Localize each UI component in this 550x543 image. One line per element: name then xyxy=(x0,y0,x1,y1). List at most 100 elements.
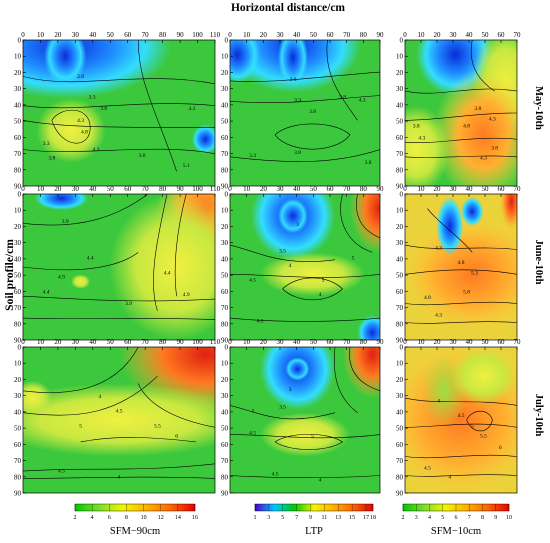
colorbar-tick-label: 11 xyxy=(322,515,328,521)
contour-label: 4.9 xyxy=(58,275,65,281)
contour-label: 4.8 xyxy=(458,260,465,266)
heatmap-region xyxy=(109,194,215,340)
x-tick-label: 0 xyxy=(228,31,232,39)
heatmap-region xyxy=(260,252,365,297)
heatmap-region xyxy=(350,194,380,253)
contour-line xyxy=(230,274,380,278)
contour-label: 3.3 xyxy=(89,94,96,100)
x-tick-label: 60 xyxy=(327,185,335,193)
y-tick-label: 40 xyxy=(221,255,229,263)
x-tick-label: 20 xyxy=(434,338,442,346)
contour-label: 3.8 xyxy=(309,109,316,115)
x-tick-label: 0 xyxy=(228,338,232,346)
colorbar-tick-label: 13 xyxy=(335,515,341,521)
x-tick-label: 40 xyxy=(293,185,301,193)
colorbar-tick-label: 16 xyxy=(192,515,198,521)
contour-label: 4.5 xyxy=(249,278,256,284)
contour-line xyxy=(23,295,215,302)
x-tick-label: 80 xyxy=(159,31,167,39)
x-tick-label: 80 xyxy=(360,338,368,346)
y-tick-label: 20 xyxy=(221,69,229,77)
x-tick-label: 90 xyxy=(377,31,385,39)
y-tick-label: 10 xyxy=(221,207,229,215)
y-tick-label: 40 xyxy=(14,255,22,263)
colorbar-tick-label: 6 xyxy=(455,515,458,521)
x-tick-label: 60 xyxy=(124,338,132,346)
panel-ltp-july: 33.544.5 54.540 10 20 30 40 50 60 70 80 9001020304… xyxy=(221,338,384,498)
x-tick-label: 50 xyxy=(482,185,490,193)
contour-label: 3 xyxy=(296,222,299,228)
contour-label: 5 xyxy=(311,434,314,440)
contour-label: 5.5 xyxy=(154,423,161,429)
x-tick-label: 20 xyxy=(54,31,62,39)
colorbar-tick-label: 5 xyxy=(441,515,444,521)
y-tick-label: 40 xyxy=(14,101,22,109)
y-tick-label: 40 xyxy=(396,101,404,109)
x-tick-label: 10 xyxy=(418,31,426,39)
colorbar-tick-label: 5 xyxy=(281,515,284,521)
y-tick-label: 40 xyxy=(221,408,229,416)
y-tick-label: 30 xyxy=(221,85,229,93)
y-tick-label: 20 xyxy=(14,69,22,77)
x-tick-label: 110 xyxy=(210,185,221,193)
x-tick-label: 0 xyxy=(21,338,25,346)
row-label-may: May-10th xyxy=(533,86,544,130)
x-tick-label: 30 xyxy=(450,185,458,193)
contour-line xyxy=(230,71,380,82)
y-tick-label: 80 xyxy=(221,320,229,328)
y-tick-label: 80 xyxy=(221,473,229,481)
x-tick-label: 0 xyxy=(21,31,25,39)
x-tick-label: 20 xyxy=(54,185,62,193)
panel-frame xyxy=(229,346,381,494)
y-tick-label: 50 xyxy=(396,272,404,280)
x-tick-label: 60 xyxy=(498,31,506,39)
colorbar-sfm10: 2 3 4 5 6 7 8 9 10 SFM−10cm xyxy=(402,503,512,537)
heatmap-region xyxy=(36,98,106,163)
contour-label: 4.3 xyxy=(435,245,442,251)
x-tick-label: 40 xyxy=(466,185,474,193)
contour-label: 4 xyxy=(448,474,451,480)
x-tick-label: 80 xyxy=(360,185,368,193)
contour-line xyxy=(137,383,215,428)
y-tick-label: 70 xyxy=(221,304,229,312)
x-tick-label: 40 xyxy=(89,338,97,346)
heatmap-region xyxy=(436,196,464,256)
x-tick-label: 20 xyxy=(260,31,268,39)
colorbar-tick-label: 4 xyxy=(91,515,94,521)
x-tick-label: 50 xyxy=(310,31,318,39)
contour-label: 4.8 xyxy=(424,295,431,301)
x-tick-label: 0 xyxy=(403,185,407,193)
contour-label: 4.5 xyxy=(272,471,279,477)
colorbar-title: SFM−10cm xyxy=(431,526,481,537)
panel-frame xyxy=(22,193,216,341)
contour-label: 3.9 xyxy=(62,219,69,225)
contour-line xyxy=(349,347,380,392)
contour-line xyxy=(174,194,187,297)
contour-label: 3.8 xyxy=(339,94,346,100)
x-tick-label: 50 xyxy=(107,338,115,346)
contour-line xyxy=(427,208,473,253)
colorbar-tick-label: 10 xyxy=(141,515,147,521)
colorbar-tick-label: 4 xyxy=(428,515,431,521)
contour-label: 4.4 xyxy=(87,256,94,262)
x-tick-label: 10 xyxy=(243,338,251,346)
x-tick-label: 40 xyxy=(466,31,474,39)
y-tick-label: 70 xyxy=(396,150,404,158)
x-tick-label: 30 xyxy=(72,185,80,193)
y-tick-label: 60 xyxy=(221,288,229,296)
contour-line xyxy=(23,347,139,393)
x-tick-label: 10 xyxy=(243,31,251,39)
heatmap-region xyxy=(191,124,215,154)
colorbar-tick-label: 15 xyxy=(349,515,355,521)
contour-label: 2.8 xyxy=(77,74,84,80)
y-tick-label: 20 xyxy=(396,376,404,384)
x-tick-label: 0 xyxy=(21,185,25,193)
colorbar-tick-label: 2 xyxy=(74,515,77,521)
contour-line xyxy=(230,434,380,439)
colorbar-tick-label: 6 xyxy=(108,515,111,521)
panel-sfm90-may: 2.8 3.3 3.8 4.3 4.8 3.3 3.8 4.3 3.8 4.3 5.1 0 10 20 30… xyxy=(14,31,221,191)
contour-label: 4.3 xyxy=(418,135,425,141)
contour-line xyxy=(470,40,495,92)
y-tick-label: 60 xyxy=(221,134,229,142)
colorbar-tick-label: 8 xyxy=(481,515,484,521)
